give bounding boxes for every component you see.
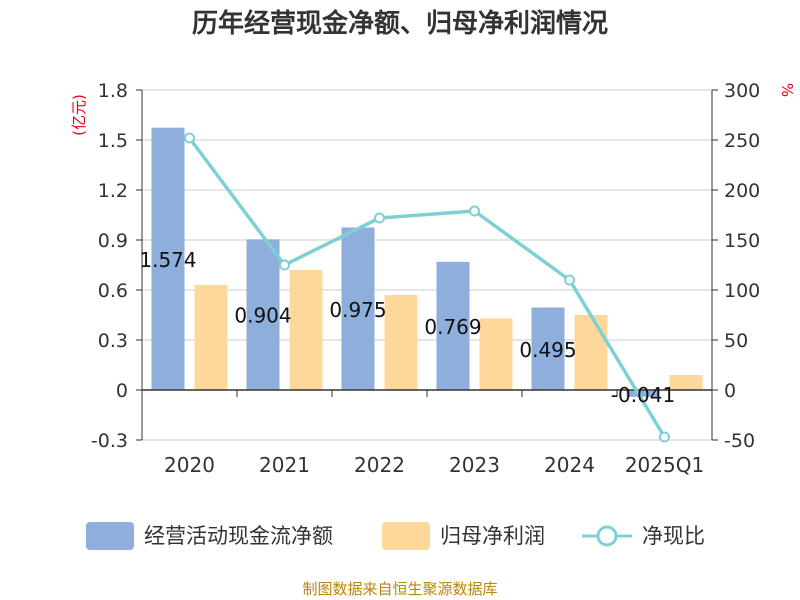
bar-netprofit: [479, 318, 513, 390]
axes: 1.8 1.5 1.2 0.9 0.6 0.3 0 -0.3 300 250 200 150 100 50…: [91, 80, 760, 477]
right-tick-label: 250: [724, 130, 760, 152]
data-label-cashflow: -0.041: [611, 383, 675, 407]
legend-marker-ratio: [596, 525, 618, 547]
right-tick-label: 150: [724, 230, 760, 252]
left-tick-label: 1.5: [98, 130, 128, 152]
legend-swatch-cashflow: [86, 522, 134, 550]
bar-netprofit: [194, 285, 228, 390]
ratio-line: [184, 132, 670, 443]
bar-cashflow: [151, 127, 185, 391]
left-tick-label: 0.3: [98, 330, 128, 352]
data-label-cashflow: 1.574: [139, 248, 196, 272]
right-tick-label: 300: [724, 80, 760, 102]
bar-cashflow: [436, 261, 470, 390]
x-tick-label: 2023: [449, 453, 500, 477]
left-tick-label: 1.2: [98, 180, 128, 202]
left-tick-label: 1.8: [98, 80, 128, 102]
bar-cashflow: [531, 307, 565, 390]
bar-cashflow: [626, 390, 660, 397]
bars: [151, 127, 703, 397]
bar-netprofit: [384, 295, 418, 390]
ratio-point: [564, 274, 575, 286]
x-tick-label: 2022: [354, 453, 405, 477]
data-label-cashflow: 0.904: [234, 304, 291, 328]
right-axis-unit: %: [778, 83, 796, 97]
ratio-point: [374, 212, 385, 224]
bar-netprofit: [669, 375, 703, 390]
right-tick-label: 0: [724, 380, 736, 402]
bar-cashflow: [246, 239, 280, 390]
data-labels: 1.574 0.904 0.975 0.769 0.495 -0.041: [139, 248, 675, 407]
bar-cashflow: [341, 227, 375, 390]
left-tick-label: 0: [116, 380, 128, 402]
data-label-cashflow: 0.769: [424, 315, 481, 339]
chart-title: 历年经营现金净额、归母净利润情况: [192, 8, 608, 39]
ratio-point: [659, 431, 670, 443]
ratio-point: [279, 259, 290, 271]
left-axis-unit: (亿元): [70, 94, 88, 136]
legend: 经营活动现金流净额 归母净利润 净现比: [86, 522, 705, 550]
left-tick-label: 0.6: [98, 280, 128, 302]
right-tick-label: -50: [724, 430, 755, 452]
left-tick-label: 0.9: [98, 230, 128, 252]
data-label-cashflow: 0.975: [329, 298, 386, 322]
data-label-cashflow: 0.495: [519, 338, 576, 362]
source-note: 制图数据来自恒生聚源数据库: [302, 580, 497, 598]
x-tick-label: 2020: [164, 453, 215, 477]
right-tick-label: 200: [724, 180, 760, 202]
legend-label-cashflow: 经营活动现金流净额: [144, 524, 333, 548]
x-tick-label: 2024: [544, 453, 595, 477]
legend-label-ratio: 净现比: [642, 524, 705, 548]
legend-label-netprofit: 归母净利润: [440, 524, 545, 548]
ratio-point: [469, 205, 480, 217]
x-tick-label: 2021: [259, 453, 310, 477]
x-tick-label: 2025Q1: [625, 453, 704, 477]
legend-swatch-netprofit: [382, 522, 430, 550]
bar-netprofit: [574, 315, 608, 390]
bar-netprofit: [289, 270, 323, 390]
ratio-point: [184, 132, 195, 144]
right-tick-label: 50: [724, 330, 748, 352]
right-tick-label: 100: [724, 280, 760, 302]
ratio-polyline: [188, 136, 666, 438]
left-tick-label: -0.3: [91, 430, 128, 452]
